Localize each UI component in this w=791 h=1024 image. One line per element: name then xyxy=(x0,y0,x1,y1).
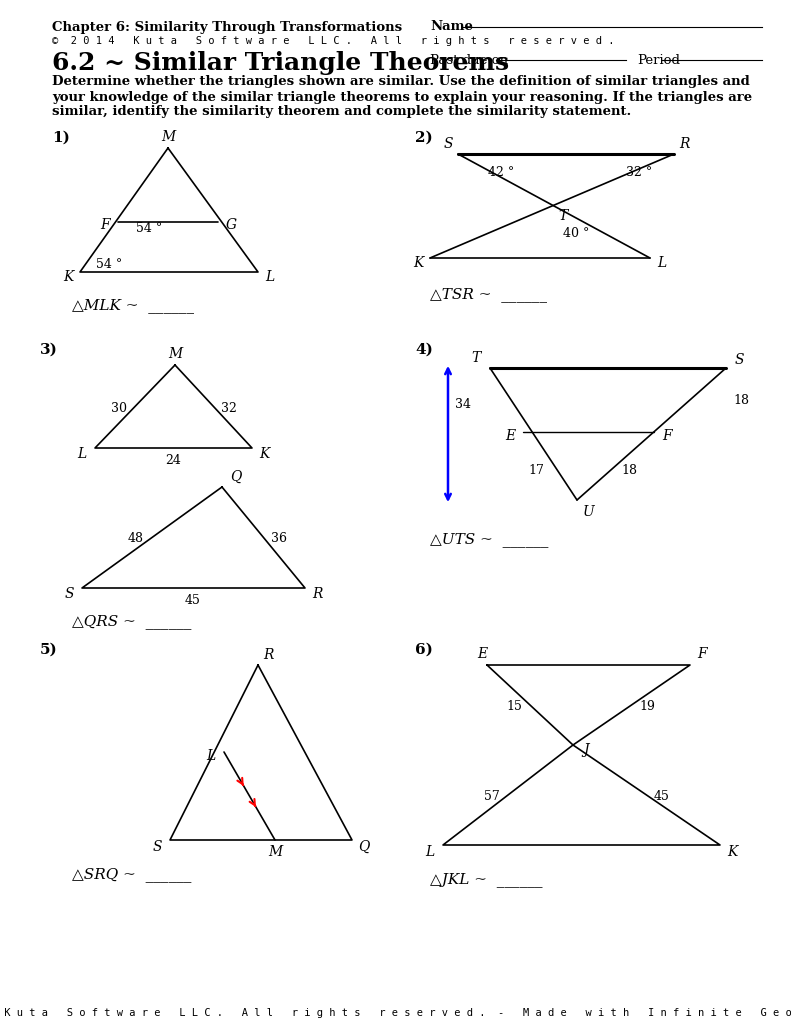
Text: K: K xyxy=(62,270,74,284)
Text: 32: 32 xyxy=(221,401,237,415)
Text: R: R xyxy=(679,137,689,151)
Text: △JKL ~  ______: △JKL ~ ______ xyxy=(430,872,543,888)
Text: 19: 19 xyxy=(639,700,655,714)
Text: 17: 17 xyxy=(528,464,544,476)
Text: L: L xyxy=(206,749,216,763)
Text: 6.2 ~ Similar Triangle Theorems: 6.2 ~ Similar Triangle Theorems xyxy=(52,51,509,75)
Text: 57: 57 xyxy=(484,791,500,804)
Text: 54 °: 54 ° xyxy=(96,257,123,270)
Text: 36: 36 xyxy=(271,532,287,546)
Text: U: U xyxy=(583,505,595,519)
Text: E: E xyxy=(505,429,515,443)
Text: L: L xyxy=(657,256,667,270)
Text: 6): 6) xyxy=(415,643,433,657)
Text: 18: 18 xyxy=(621,464,637,476)
Text: F: F xyxy=(697,647,707,662)
Text: Past due on: Past due on xyxy=(430,53,508,67)
Text: △TSR ~  ______: △TSR ~ ______ xyxy=(430,288,547,302)
Text: S: S xyxy=(443,137,452,151)
Text: 15: 15 xyxy=(506,700,522,714)
Text: your knowledge of the similar triangle theorems to explain your reasoning. If th: your knowledge of the similar triangle t… xyxy=(52,90,752,103)
Text: △QRS ~  ______: △QRS ~ ______ xyxy=(72,614,191,630)
Text: 4): 4) xyxy=(415,343,433,357)
Text: L: L xyxy=(426,845,434,859)
Text: 45: 45 xyxy=(654,791,670,804)
Text: F: F xyxy=(662,429,672,443)
Text: Chapter 6: Similarity Through Transformations: Chapter 6: Similarity Through Transforma… xyxy=(52,20,402,34)
Text: M: M xyxy=(161,130,175,144)
Text: T: T xyxy=(471,351,481,365)
Text: ©  2 0 1 4   K u t a   S o f t w a r e   L L C .   A l l   r i g h t s   r e s e: © 2 0 1 4 K u t a S o f t w a r e L L C … xyxy=(52,36,615,46)
Text: 24: 24 xyxy=(165,454,181,467)
Text: S: S xyxy=(64,587,74,601)
Text: Q: Q xyxy=(230,470,242,484)
Text: 42 °: 42 ° xyxy=(488,166,514,178)
Text: Determine whether the triangles shown are similar. Use the definition of similar: Determine whether the triangles shown ar… xyxy=(52,76,750,88)
Text: 18: 18 xyxy=(733,393,749,407)
Text: K: K xyxy=(259,447,269,461)
Text: T: T xyxy=(558,209,568,222)
Text: 3): 3) xyxy=(40,343,58,357)
Text: Name: Name xyxy=(430,20,473,34)
Text: G: G xyxy=(225,218,237,232)
Text: M: M xyxy=(268,845,282,859)
Text: Period: Period xyxy=(637,53,680,67)
Text: S: S xyxy=(152,840,161,854)
Text: K: K xyxy=(413,256,423,270)
Text: S: S xyxy=(734,353,744,367)
Text: similar, identify the similarity theorem and complete the similarity statement.: similar, identify the similarity theorem… xyxy=(52,105,631,119)
Text: L: L xyxy=(265,270,274,284)
Text: 54 °: 54 ° xyxy=(136,221,162,234)
Text: 34: 34 xyxy=(455,398,471,412)
Text: 45: 45 xyxy=(185,594,201,606)
Text: 30: 30 xyxy=(111,401,127,415)
Text: 5): 5) xyxy=(40,643,58,657)
Text: L: L xyxy=(78,447,87,461)
Text: 1): 1) xyxy=(52,131,70,145)
Text: 48: 48 xyxy=(128,532,144,546)
Text: F: F xyxy=(100,218,110,232)
Text: R: R xyxy=(263,648,273,662)
Text: 2): 2) xyxy=(415,131,433,145)
Text: Q: Q xyxy=(358,840,369,854)
Text: ©  2 0 1 4   K u t a   S o f t w a r e   L L C .   A l l   r i g h t s   r e s e: © 2 0 1 4 K u t a S o f t w a r e L L C … xyxy=(0,1008,791,1018)
Text: R: R xyxy=(312,587,322,601)
Text: E: E xyxy=(477,647,487,662)
Text: 32 °: 32 ° xyxy=(626,166,653,178)
Text: K: K xyxy=(727,845,737,859)
Text: M: M xyxy=(168,347,182,361)
Text: J: J xyxy=(583,743,589,757)
Text: △MLK ~  ______: △MLK ~ ______ xyxy=(72,299,194,313)
Text: △UTS ~  ______: △UTS ~ ______ xyxy=(430,532,548,548)
Text: △SRQ ~  ______: △SRQ ~ ______ xyxy=(72,867,191,883)
Text: 40 °: 40 ° xyxy=(563,227,589,240)
